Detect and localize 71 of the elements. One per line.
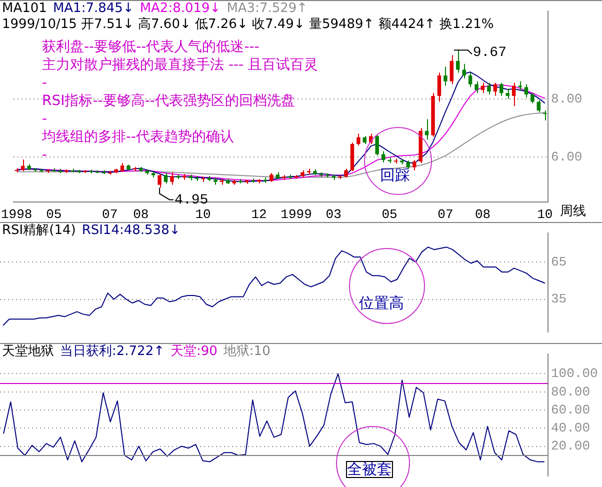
annotation: - bbox=[42, 75, 48, 91]
candlestick bbox=[487, 82, 491, 95]
annotation: - bbox=[42, 111, 48, 127]
candlestick bbox=[512, 82, 516, 107]
y-tick-label: 100.00 bbox=[551, 366, 598, 382]
candlestick bbox=[506, 88, 510, 100]
candlestick bbox=[462, 63, 466, 79]
candlestick bbox=[474, 80, 478, 94]
candlestick bbox=[450, 54, 454, 85]
x-axis-title: 周线 bbox=[560, 203, 586, 220]
candlestick bbox=[444, 66, 448, 86]
x-tick-label: 05 bbox=[382, 207, 398, 222]
candlestick bbox=[158, 174, 162, 188]
y-tick-label: 60.00 bbox=[551, 402, 590, 418]
ref-line-label: 地狱:10 bbox=[223, 344, 270, 359]
x-tick-label: 07 bbox=[102, 207, 118, 222]
candlestick bbox=[456, 50, 460, 74]
x-tick-label: 07 bbox=[438, 207, 454, 222]
x-tick-label: 10 bbox=[195, 207, 211, 222]
ref-line-label: 天堂:90 bbox=[170, 344, 218, 359]
chart-title: RSI精解(14) bbox=[2, 223, 76, 238]
y-tick-label: 6.00 bbox=[551, 150, 582, 165]
candlestick bbox=[524, 84, 528, 98]
annotation: RSI指标--要够高--代表强势区的回档洗盘 bbox=[42, 93, 295, 109]
text: MA1:7.845↓ bbox=[52, 1, 134, 16]
candlestick bbox=[468, 72, 472, 88]
x-tick-label: 03 bbox=[326, 207, 342, 222]
text: RSI14:48.538↓ bbox=[82, 223, 180, 238]
candlestick bbox=[170, 172, 174, 186]
text: MA2:8.019↓ bbox=[140, 1, 221, 16]
y-tick-label: 80.00 bbox=[551, 384, 590, 400]
text: 1999/10/15 开7.51↓ 高7.60↓ 低7.26↓ 收7.49↓ 量59489↑ 额4424↑ 换1.21% bbox=[2, 17, 494, 33]
annotation: 全被套 bbox=[346, 460, 393, 478]
annotation: 均线组的多排--代表趋势的确认 bbox=[42, 129, 234, 145]
candlestick bbox=[424, 118, 429, 140]
annotation: 回踩 bbox=[380, 166, 410, 185]
candlestick bbox=[437, 72, 442, 102]
annotation: - bbox=[42, 147, 48, 163]
x-tick-label: 05 bbox=[46, 207, 62, 222]
y-tick-label: 20.00 bbox=[551, 438, 590, 454]
x-tick-label: 08 bbox=[474, 207, 491, 222]
candlestick bbox=[164, 172, 168, 184]
candlestick bbox=[480, 82, 485, 94]
annotation: 主力对散户摧残的最直接手法 --- 且百试百灵 bbox=[42, 57, 318, 73]
candlestick bbox=[20, 158, 25, 172]
y-tick-label: 8.00 bbox=[551, 91, 582, 106]
x-tick-label: 12 bbox=[251, 207, 267, 222]
annotation: 位置高 bbox=[359, 294, 404, 313]
candlestick bbox=[530, 92, 534, 104]
candlestick bbox=[543, 110, 547, 121]
y-tick-label: 65 bbox=[551, 254, 567, 270]
x-tick-label: 1999 bbox=[280, 207, 312, 222]
annotation: 获利盘--要够低--代表人气的低迷--- bbox=[42, 39, 260, 55]
x-tick-label: 1998 bbox=[0, 207, 32, 222]
candlestick bbox=[412, 160, 416, 171]
x-tick-label: 08 bbox=[133, 207, 149, 222]
candlestick bbox=[375, 134, 379, 156]
chart-title: MA101 bbox=[2, 1, 47, 16]
candlestick bbox=[536, 100, 541, 112]
text: 当日获利:2.722↑ bbox=[60, 344, 164, 359]
x-tick-label: 10 bbox=[537, 207, 553, 222]
text: MA3:7.529↑ bbox=[226, 1, 308, 16]
chart-title: 天堂地狱 bbox=[2, 344, 54, 359]
annotation: 4.95 bbox=[174, 192, 208, 208]
y-tick-label: 40.00 bbox=[551, 420, 590, 436]
candlestick bbox=[493, 82, 498, 96]
y-tick-label: 35 bbox=[551, 292, 567, 307]
candlestick bbox=[356, 133, 360, 146]
annotation: 9.67 bbox=[472, 44, 506, 61]
candlestick bbox=[381, 150, 386, 163]
candlestick bbox=[500, 82, 504, 96]
